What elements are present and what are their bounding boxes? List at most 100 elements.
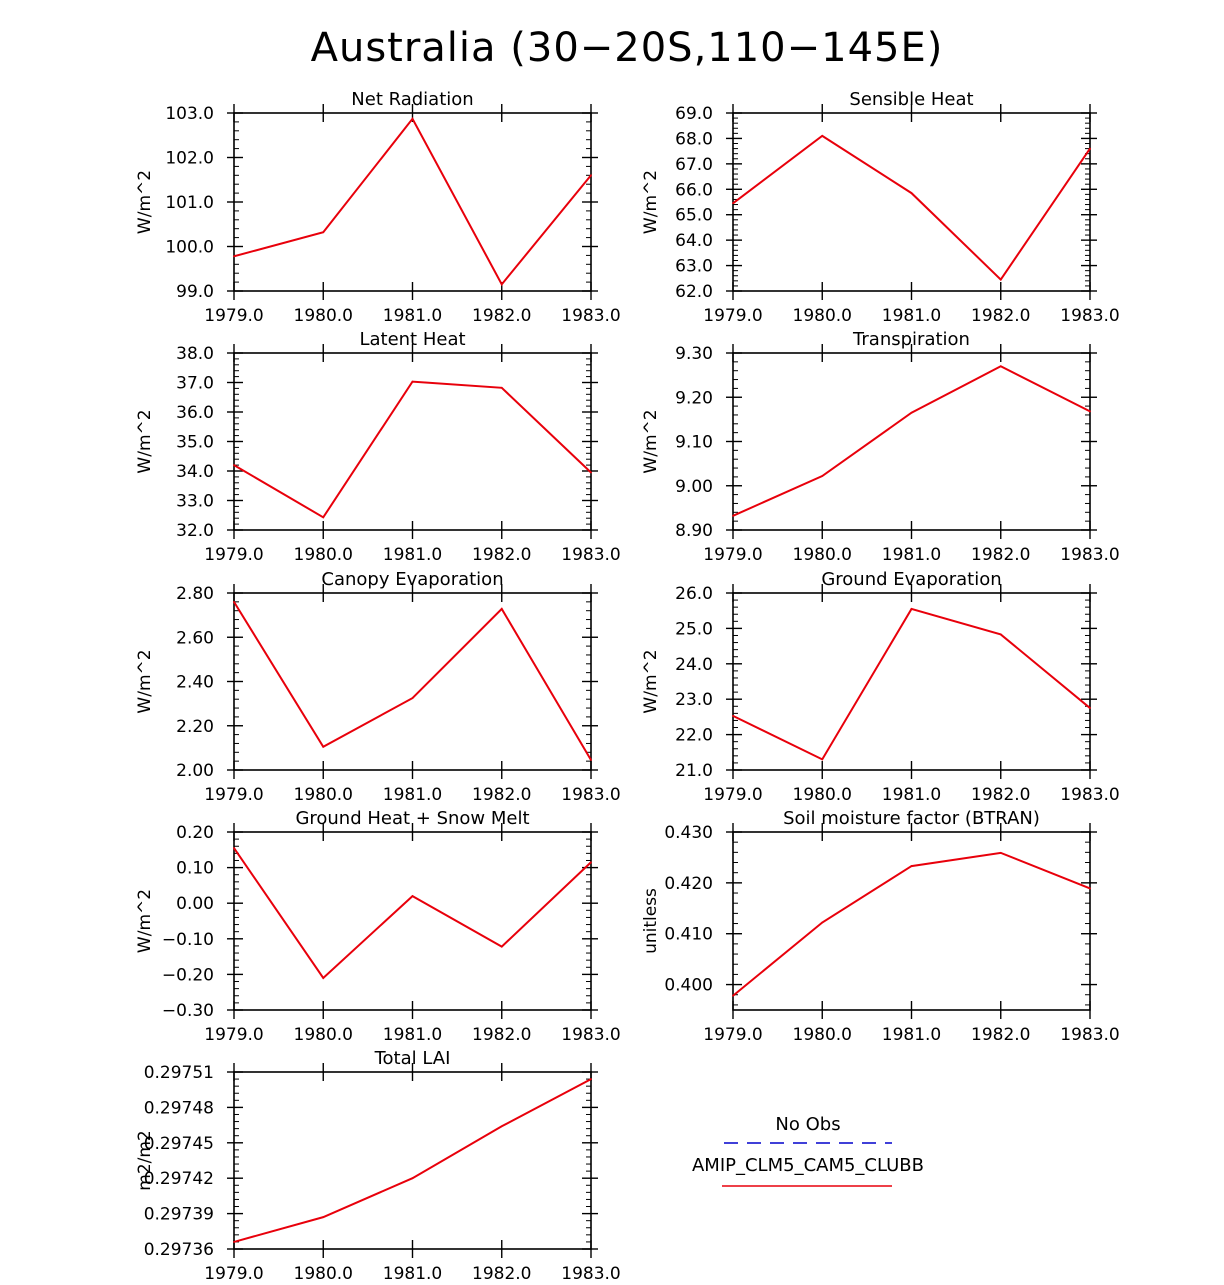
y-tick-label: 101.0 bbox=[165, 193, 214, 213]
y-tick-label: 38.0 bbox=[176, 344, 214, 364]
x-tick-label: 1980.0 bbox=[294, 785, 353, 805]
y-tick-label: 0.430 bbox=[664, 823, 713, 843]
y-tick-label: 34.0 bbox=[176, 462, 214, 482]
data-point bbox=[411, 697, 414, 699]
x-tick-label: 1982.0 bbox=[472, 306, 531, 326]
x-tick-label: 1979.0 bbox=[204, 1264, 263, 1284]
y-tick-label: 26.0 bbox=[675, 584, 713, 604]
chart-panel: 1979.0 1980.0 1981.0 1982.0 1983.0 32.0 33.0 34… bbox=[135, 329, 621, 565]
y-tick-label: 36.0 bbox=[176, 403, 214, 423]
x-tick-label: 1983.0 bbox=[1060, 785, 1119, 805]
data-point bbox=[999, 365, 1002, 368]
plot-frame bbox=[732, 112, 1091, 292]
x-tick-label: 1979.0 bbox=[204, 785, 263, 805]
x-tick-label: 1980.0 bbox=[294, 306, 353, 326]
y-axis-label: W/m^2 bbox=[135, 649, 155, 713]
y-axis-label: W/m^2 bbox=[641, 649, 661, 713]
y-axis-label: m2/m2 bbox=[135, 1130, 155, 1190]
y-tick-label: 2.60 bbox=[176, 628, 214, 648]
chart-panel: 1979.0 1980.0 1981.0 1982.0 1983.0 0.400 0.410… bbox=[641, 808, 1120, 1045]
x-tick-label: 1980.0 bbox=[793, 1025, 852, 1045]
legend-model-label: AMIP_CLM5_CAM5_CLUBB bbox=[692, 1155, 924, 1176]
data-point bbox=[590, 1078, 592, 1080]
legend-obs-label: No Obs bbox=[775, 1114, 840, 1135]
panel-title: Canopy Evaporation bbox=[321, 569, 503, 590]
data-point bbox=[1089, 410, 1091, 413]
plot-frame bbox=[732, 352, 1091, 531]
x-tick-label: 1980.0 bbox=[793, 785, 852, 805]
series-line bbox=[233, 847, 592, 980]
x-tick-label: 1983.0 bbox=[561, 545, 620, 565]
x-tick-label: 1979.0 bbox=[204, 1025, 263, 1045]
figure-title: Australia (30−20S,110−145E) bbox=[311, 25, 944, 71]
y-tick-label: 35.0 bbox=[176, 433, 214, 453]
chart-panel: 1979.0 1980.0 1981.0 1982.0 1983.0 2.00 2.20 2.… bbox=[135, 569, 621, 805]
x-tick-label: 1981.0 bbox=[383, 785, 442, 805]
data-point bbox=[910, 608, 913, 610]
plot-frame bbox=[732, 831, 1091, 1011]
y-tick-label: 2.40 bbox=[176, 673, 214, 693]
y-tick-label: 23.0 bbox=[675, 690, 713, 710]
x-tick-label: 1982.0 bbox=[472, 785, 531, 805]
series-line bbox=[732, 365, 1091, 517]
y-tick-label: 0.29739 bbox=[144, 1205, 214, 1225]
series-line bbox=[233, 380, 592, 519]
y-axis-label: W/m^2 bbox=[641, 409, 661, 473]
y-tick-label: 103.0 bbox=[165, 104, 214, 124]
data-point bbox=[910, 192, 913, 195]
data-point bbox=[732, 202, 734, 205]
y-tick-label: 9.20 bbox=[675, 388, 713, 408]
data-point bbox=[233, 600, 235, 603]
y-tick-label: 8.90 bbox=[675, 521, 713, 541]
y-axis-label: W/m^2 bbox=[135, 889, 155, 953]
x-tick-label: 1983.0 bbox=[1060, 1025, 1119, 1045]
x-tick-label: 1983.0 bbox=[1060, 306, 1119, 326]
y-tick-label: 9.30 bbox=[675, 344, 713, 364]
x-tick-label: 1982.0 bbox=[971, 306, 1030, 326]
data-point bbox=[1089, 707, 1091, 709]
y-axis-label: W/m^2 bbox=[135, 170, 155, 234]
data-point bbox=[590, 759, 592, 761]
data-point bbox=[322, 977, 325, 979]
data-point bbox=[233, 847, 235, 849]
panel-title: Soil moisture factor (BTRAN) bbox=[783, 808, 1040, 829]
x-tick-label: 1982.0 bbox=[472, 545, 531, 565]
y-tick-label: −0.20 bbox=[162, 965, 214, 985]
y-tick-label: 0.20 bbox=[176, 823, 214, 843]
data-point bbox=[411, 117, 414, 120]
panel-title: Transpiration bbox=[852, 329, 970, 350]
data-point bbox=[411, 1177, 414, 1180]
data-point bbox=[732, 994, 734, 997]
y-tick-label: 68.0 bbox=[675, 129, 713, 149]
x-tick-label: 1981.0 bbox=[882, 1025, 941, 1045]
x-tick-label: 1983.0 bbox=[561, 1264, 620, 1284]
data-point bbox=[233, 1241, 235, 1243]
y-tick-label: 62.0 bbox=[675, 282, 713, 302]
data-point bbox=[233, 255, 235, 258]
x-tick-label: 1983.0 bbox=[1060, 545, 1119, 565]
chart-panel: 1979.0 1980.0 1981.0 1982.0 1983.0 0.29736 0.2… bbox=[135, 1048, 621, 1284]
data-point bbox=[821, 134, 824, 137]
legend: No Obs AMIP_CLM5_CAM5_CLUBB bbox=[692, 1114, 924, 1187]
x-tick-label: 1979.0 bbox=[703, 306, 762, 326]
x-tick-label: 1981.0 bbox=[882, 785, 941, 805]
y-tick-label: 0.29745 bbox=[144, 1134, 214, 1154]
data-point bbox=[999, 851, 1002, 854]
plot-frame bbox=[233, 592, 592, 771]
y-tick-label: 37.0 bbox=[176, 374, 214, 394]
y-tick-label: 0.29736 bbox=[144, 1240, 214, 1260]
data-point bbox=[322, 1216, 325, 1219]
y-tick-label: 33.0 bbox=[176, 492, 214, 512]
data-point bbox=[999, 278, 1002, 281]
y-tick-label: 22.0 bbox=[675, 726, 713, 746]
y-tick-label: 0.400 bbox=[664, 976, 713, 996]
x-tick-label: 1980.0 bbox=[294, 1025, 353, 1045]
chart-panel: 1979.0 1980.0 1981.0 1982.0 1983.0 8.90 9.00 9.… bbox=[641, 329, 1120, 565]
data-point bbox=[590, 471, 592, 474]
data-point bbox=[500, 386, 503, 389]
plot-frame bbox=[233, 112, 592, 292]
y-tick-label: −0.30 bbox=[162, 1001, 214, 1021]
y-axis-label: unitless bbox=[641, 888, 661, 954]
y-tick-label: 99.0 bbox=[176, 282, 214, 302]
